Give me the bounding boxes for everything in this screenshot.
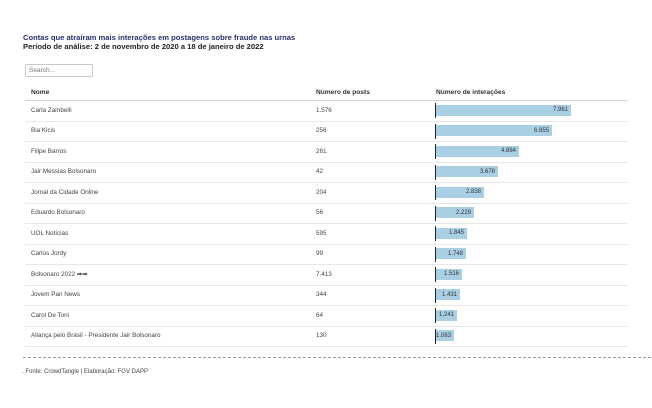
table-row: Bia Kicis 256 6.855: [25, 122, 628, 142]
row-name: Jair Messias Bolsonaro: [31, 168, 97, 175]
row-interactions-cell: 1.748: [435, 246, 626, 262]
search-input[interactable]: [25, 64, 93, 77]
row-name: Carol De Toni: [31, 311, 70, 319]
source-note: . Fonte: CrowdTangle | Elaboração: FGV D…: [22, 369, 148, 375]
interactions-value: 1.241: [438, 312, 454, 318]
column-header-interactions[interactable]: Número de interações: [436, 89, 506, 96]
row-posts: 261: [316, 147, 327, 155]
chart-subtitle: Período de análise: 2 de novembro de 202…: [23, 42, 264, 51]
row-interactions-cell: 4.884: [435, 144, 626, 159]
interactions-bar: [436, 104, 571, 116]
row-interactions-cell: 1.431: [435, 287, 626, 303]
table-row: Filipe Barros 261 4.884: [25, 142, 628, 163]
interactions-value: 7.961: [552, 107, 568, 113]
table-row: Carla Zambelli 1.576 7.961: [25, 101, 628, 122]
interactions-value: 6.855: [533, 127, 549, 134]
row-interactions-cell: 3.678: [435, 164, 626, 180]
interactions-bar: [436, 145, 519, 157]
interactions-bar: [436, 166, 498, 177]
divider: [23, 357, 651, 358]
interactions-value: 1.845: [448, 230, 464, 236]
interactions-value: 1.516: [443, 271, 459, 277]
row-interactions-cell: 1.241: [435, 308, 626, 323]
row-name: Aliança pelo Brasil - Presidente Jair Bo…: [31, 332, 161, 339]
interactions-bar: [436, 207, 474, 218]
row-name: Filipe Barros: [31, 147, 67, 155]
table-body: Carla Zambelli 1.576 7.961 Bia Kicis 256 6.85…: [25, 101, 628, 347]
row-interactions-cell: 1.516: [435, 267, 626, 282]
row-posts: 99: [316, 250, 324, 257]
row-posts: 344: [316, 291, 327, 298]
interactions-bar: [436, 125, 552, 136]
interactions-value: 4.884: [500, 148, 516, 154]
row-name: Bia Kicis: [31, 127, 56, 134]
chart-title: Contas que atraíram mais interações em p…: [23, 33, 296, 42]
table-row: Jornal da Cidade Online 204 2.838: [25, 183, 628, 204]
table-header: Nome Número de posts Número de interaçõe…: [25, 86, 628, 101]
interactions-bar: [436, 330, 454, 341]
row-interactions-cell: 7.961: [435, 103, 626, 118]
row-name: Eduardo Bolsonaro: [31, 209, 85, 216]
table-row: Jovem Pan News 344 1.431: [25, 286, 628, 306]
row-name: Bolsonaro 2022 ➡➡: [31, 270, 88, 278]
column-header-name[interactable]: Nome: [31, 89, 50, 96]
row-posts: 64: [316, 311, 324, 319]
row-interactions-cell: 1.845: [435, 226, 626, 241]
row-posts: 7.413: [316, 270, 332, 278]
interactions-bar: [436, 289, 460, 300]
table-row: Eduardo Bolsonaro 56 2.229: [25, 204, 628, 224]
table-row: Carlos Jordy 99 1.748: [25, 245, 628, 265]
row-posts: 56: [316, 209, 324, 216]
interactions-value: 2.838: [465, 189, 481, 195]
table-row: Bolsonaro 2022 ➡➡ 7.413 1.516: [25, 265, 628, 286]
table-row: UOL Notícias 595 1.845: [25, 224, 628, 245]
row-name: UOL Notícias: [31, 229, 69, 237]
row-name: Carla Zambelli: [31, 106, 72, 114]
row-posts: 256: [316, 127, 327, 134]
interactions-bar: [436, 227, 467, 239]
row-interactions-cell: 2.229: [435, 205, 626, 221]
interactions-value: 3.678: [479, 168, 495, 175]
row-posts: 204: [316, 188, 327, 196]
row-name: Jornal da Cidade Online: [31, 188, 99, 196]
table-row: Jair Messias Bolsonaro 42 3.678: [25, 163, 628, 183]
interactions-value: 2.229: [455, 209, 471, 216]
column-header-posts[interactable]: Número de posts: [316, 89, 370, 96]
row-interactions-cell: 2.838: [435, 185, 626, 200]
row-posts: 595: [316, 229, 327, 237]
interactions-bar: [436, 186, 484, 198]
interactions-bar: [436, 268, 462, 280]
table-row: Aliança pelo Brasil - Presidente Jair Bo…: [25, 327, 628, 347]
row-name: Jovem Pan News: [31, 291, 80, 298]
interactions-bar: [436, 309, 457, 321]
data-table: Nome Número de posts Número de interaçõe…: [25, 86, 628, 347]
interactions-bar: [436, 248, 466, 259]
table-row: Carol De Toni 64 1.241: [25, 306, 628, 327]
row-posts: 1.576: [316, 106, 332, 114]
interactions-value: 1.083: [435, 332, 451, 339]
row-interactions-cell: 6.855: [435, 123, 626, 139]
row-posts: 42: [316, 168, 324, 175]
row-posts: 130: [316, 332, 327, 339]
interactions-value: 1.431: [441, 291, 457, 298]
row-interactions-cell: 1.083: [435, 328, 626, 344]
interactions-value: 1.748: [447, 250, 463, 257]
row-name: Carlos Jordy: [31, 250, 67, 257]
